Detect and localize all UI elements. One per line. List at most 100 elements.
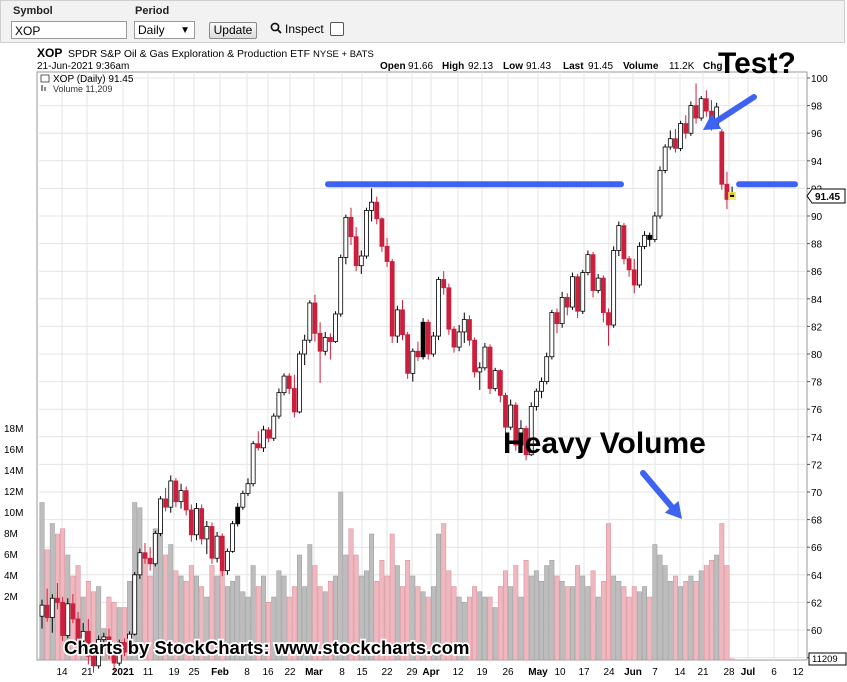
candle-body <box>194 508 199 536</box>
volume-bar <box>312 565 318 661</box>
volume-bar <box>554 575 560 661</box>
volume-bar <box>652 544 658 661</box>
volume-bar <box>261 575 266 661</box>
price-tick-label: 100 <box>811 74 828 85</box>
candle-body <box>621 225 627 260</box>
candle-body <box>436 279 441 337</box>
open-label: Open <box>380 61 406 72</box>
candle-body <box>528 406 534 456</box>
candle-body <box>235 506 241 525</box>
volume-bar <box>600 581 606 661</box>
candle-body <box>209 526 215 559</box>
period-select[interactable]: Daily ▼ <box>134 21 195 39</box>
volume-bar <box>291 586 297 661</box>
symbol-input[interactable]: XOP <box>11 21 127 39</box>
volume-bar <box>667 581 673 661</box>
volume-bar <box>307 544 313 661</box>
candle-body <box>492 370 498 389</box>
volume-tick-label: 12M <box>4 487 23 498</box>
volume-bar <box>415 586 421 661</box>
date-tick-label: 26 <box>502 667 514 678</box>
date-tick-label: Feb <box>211 667 229 678</box>
plot-area <box>36 71 808 661</box>
volume-bar <box>353 554 359 661</box>
volume-bar <box>389 533 395 661</box>
candle-body <box>369 201 375 211</box>
legend-price: XOP (Daily) 91.45 <box>53 74 134 85</box>
candle-body <box>600 277 606 314</box>
volume-bar <box>394 565 400 661</box>
arrow-head <box>664 500 682 519</box>
low-value: 91.43 <box>526 61 551 72</box>
candle-body <box>523 428 529 456</box>
price-tick-label: 74 <box>811 433 823 444</box>
candle-body <box>65 603 71 636</box>
date-tick-label: 8 <box>244 667 250 678</box>
date-tick-label: 2021 <box>112 667 135 678</box>
date-tick-label: 21 <box>81 667 93 678</box>
volume-bar <box>590 570 596 661</box>
candle-body <box>70 603 76 620</box>
candle-body <box>183 490 189 511</box>
candle-body <box>75 618 81 642</box>
price-tick-label: 88 <box>811 240 823 251</box>
volume-bar <box>703 565 709 661</box>
volume-bar <box>364 570 369 661</box>
price-tick-label: 68 <box>811 516 823 527</box>
candle-body <box>302 339 308 355</box>
ohlc-readout: Open 91.66 High 92.13 Low 91.43 Last 91.… <box>380 61 722 72</box>
candle-body <box>508 404 514 428</box>
price-tick-label: 82 <box>811 322 823 333</box>
candle-body <box>698 98 704 119</box>
candle-body <box>374 201 380 220</box>
volume-bar <box>626 596 632 661</box>
candle-body <box>358 255 364 267</box>
candle-body <box>678 123 683 149</box>
volume-bar <box>436 533 442 661</box>
volume-bar <box>106 596 112 661</box>
chart-legend: XOP (Daily) 91.45 Volume 11,209 <box>40 74 134 94</box>
price-tick-label: 86 <box>811 267 823 278</box>
inspect-checkbox[interactable] <box>330 22 344 36</box>
candle-body <box>652 215 658 240</box>
volume-bar <box>137 507 143 661</box>
candle-body <box>425 321 431 355</box>
volume-bar <box>518 596 524 661</box>
volume-bar <box>204 596 210 661</box>
candle-body <box>281 375 287 394</box>
candle-body <box>214 535 220 559</box>
candle-body <box>312 302 318 334</box>
candle-body <box>230 523 235 552</box>
candle-body <box>647 234 653 240</box>
volume-bar <box>606 523 611 661</box>
volume-bar <box>230 581 236 661</box>
volume-bar <box>420 591 426 661</box>
volume-bar <box>487 596 493 661</box>
volume-bar <box>384 575 390 661</box>
candle-body <box>456 331 462 348</box>
date-tick-label: 7 <box>652 667 658 678</box>
symbol-toolbar: Symbol XOP Period Daily ▼ Update Inspect <box>0 0 845 43</box>
volume-bar <box>214 575 220 661</box>
period-select-value: Daily <box>138 23 165 37</box>
price-tick-label: 94 <box>811 157 823 168</box>
volume-bar <box>497 586 503 661</box>
date-tick-label: 19 <box>476 667 488 678</box>
price-tick-label: 96 <box>811 129 823 140</box>
candle-body <box>415 350 421 358</box>
volume-bar <box>446 570 452 661</box>
candle-body <box>91 655 96 667</box>
candle-body <box>539 381 544 392</box>
candle-body <box>240 492 246 508</box>
volume-bar <box>451 586 457 661</box>
candle-body <box>590 254 596 291</box>
candle-legend-icon <box>40 74 50 83</box>
volume-bar <box>178 575 184 661</box>
candle-body <box>570 276 575 308</box>
update-button[interactable]: Update <box>209 22 257 39</box>
date-tick-label: 19 <box>168 667 180 678</box>
price-chart: XOP SPDR S&P Oil & Gas Exploration & Pro… <box>4 46 847 682</box>
candle-body <box>642 234 647 247</box>
candle-body <box>724 183 730 200</box>
volume-bar <box>297 554 302 661</box>
